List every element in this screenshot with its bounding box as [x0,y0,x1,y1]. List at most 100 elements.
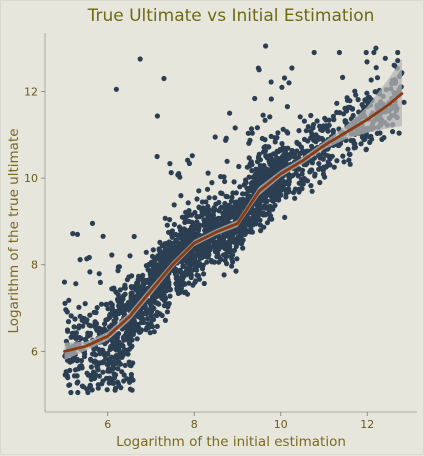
data-point [120,353,126,359]
data-point [126,323,132,329]
data-point [372,89,378,95]
data-point [88,356,94,362]
data-point [254,159,261,165]
data-point [297,114,303,120]
data-point [301,136,308,142]
data-point [124,376,130,382]
data-point [162,317,168,323]
data-point [159,242,165,249]
data-point [78,358,85,364]
data-point [167,293,173,299]
data-point [164,222,170,228]
data-point [65,319,72,325]
data-point [362,97,368,103]
data-point [243,217,249,223]
data-point [159,295,165,301]
data-point [181,244,187,250]
data-point [294,148,300,154]
data-point [70,231,76,237]
data-point [104,387,110,393]
data-point [109,252,115,258]
data-point [264,220,270,226]
data-point [66,357,72,363]
data-point [341,159,347,165]
data-point [74,380,80,386]
data-point [294,139,300,145]
data-point [309,188,315,194]
data-point [281,75,288,81]
data-point [92,375,98,381]
data-point [156,253,162,260]
data-point [106,315,113,321]
data-point [93,326,99,332]
data-point [263,43,269,49]
data-point [283,194,289,200]
data-point [165,301,171,307]
data-point [154,113,160,119]
data-point [201,280,207,287]
data-point [128,284,134,290]
data-point [176,246,182,252]
data-point [262,175,268,181]
y-tick-label: 6 [31,345,38,358]
data-point [249,130,255,136]
data-point [233,207,239,213]
data-point [245,195,251,201]
data-point [93,360,99,366]
data-point [246,140,252,146]
data-point [203,254,209,260]
data-point [395,49,401,56]
data-point [117,287,123,293]
data-point [257,222,263,228]
data-point [355,97,361,103]
data-point [396,130,402,136]
data-point [168,231,175,238]
data-point [79,383,85,389]
data-point [296,189,302,195]
data-point [347,161,353,167]
data-point [289,65,295,71]
data-point [179,259,185,265]
data-point [231,179,237,185]
data-point [255,204,261,210]
data-point [159,267,165,274]
data-point [110,380,117,386]
data-point [351,141,357,147]
data-point [104,361,110,367]
data-point [126,334,133,340]
data-point [140,284,146,290]
data-point [207,247,213,253]
data-point [165,277,171,283]
data-point [253,209,259,215]
data-point [100,369,106,375]
data-point [222,200,228,207]
data-point [187,265,193,271]
data-point [296,128,302,134]
data-point [128,296,134,302]
data-point [340,153,346,159]
data-point [232,201,238,207]
data-point [119,301,125,307]
chart-title: True Ultimate vs Initial Estimation [87,6,375,26]
data-point [77,257,83,263]
data-point [62,300,68,306]
data-point [317,179,323,186]
data-point [226,202,232,208]
data-point [238,240,244,246]
data-point [204,259,210,265]
y-axis-title: Logarithm of the true ultimate [6,128,22,333]
data-point [64,327,71,333]
data-point [125,351,131,357]
data-points [61,43,407,396]
data-point [186,160,192,167]
data-point [151,297,157,303]
data-point [129,290,135,296]
data-point [194,196,200,202]
data-point [279,141,285,147]
data-point [96,373,102,379]
data-point [257,178,264,184]
data-point [310,125,316,131]
data-point [240,196,246,203]
data-point [289,147,295,154]
data-point [118,385,124,391]
